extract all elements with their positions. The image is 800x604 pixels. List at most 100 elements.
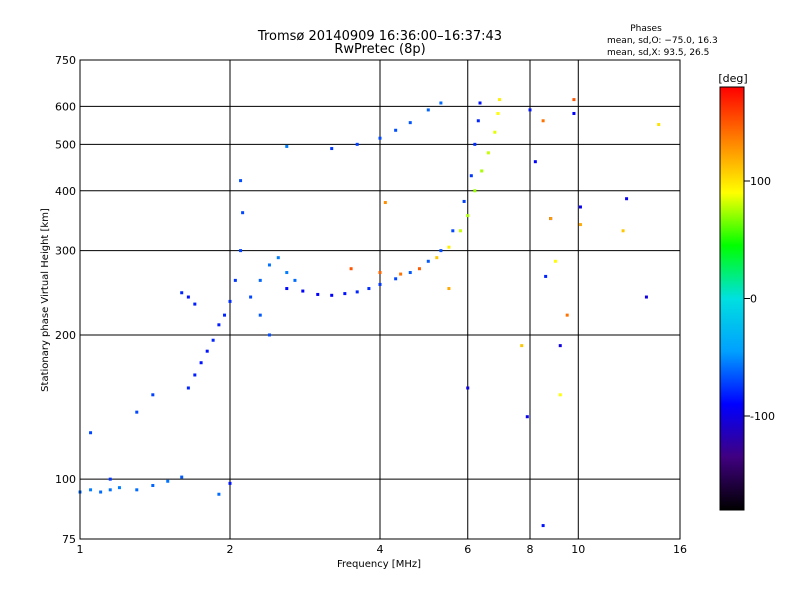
echo-point xyxy=(408,121,412,125)
echo-point xyxy=(228,481,232,485)
echo-point xyxy=(186,295,190,299)
echo-point xyxy=(330,293,334,297)
colorbar-label: [deg] xyxy=(718,72,747,85)
y-tick-label: 300 xyxy=(55,245,76,258)
echo-point xyxy=(439,249,443,253)
echo-point xyxy=(217,492,221,496)
echo-point xyxy=(89,488,93,492)
echo-point xyxy=(541,524,545,528)
echo-point xyxy=(533,160,537,164)
x-tick-label: 6 xyxy=(464,543,471,556)
echo-point xyxy=(343,292,347,296)
echo-point xyxy=(241,211,245,215)
echo-point xyxy=(285,271,289,275)
chart-subtitle: RwPretec (8p) xyxy=(334,42,425,57)
echo-point xyxy=(578,205,582,209)
chart-title: Tromsø 20140909 16:36:00–16:37:43 xyxy=(257,29,502,44)
echo-point xyxy=(486,151,490,155)
echo-point xyxy=(493,130,497,134)
echo-point xyxy=(135,488,139,492)
colorbar-ticks: 100 0 -100 xyxy=(744,175,775,423)
echo-point xyxy=(217,323,221,327)
echo-point xyxy=(99,490,103,494)
echo-point xyxy=(549,217,553,221)
x-ticks: 1 2 4 6 8 10 16 xyxy=(77,543,688,556)
echo-point xyxy=(180,291,184,295)
echo-point xyxy=(541,119,545,123)
echo-point xyxy=(378,136,382,140)
echo-point xyxy=(473,189,477,193)
y-ticks: 75 100 200 300 400 500 600 750 xyxy=(55,54,76,546)
colorbar-tick-label: -100 xyxy=(750,410,775,423)
echo-point xyxy=(525,415,529,419)
echo-point xyxy=(558,344,562,348)
echo-point xyxy=(378,282,382,286)
echo-point xyxy=(223,313,227,317)
x-tick-label: 16 xyxy=(673,543,687,556)
echo-point xyxy=(625,197,629,201)
echo-point xyxy=(199,361,203,365)
y-tick-label: 400 xyxy=(55,185,76,198)
echo-point xyxy=(466,214,470,218)
echo-point xyxy=(258,278,262,282)
echo-point xyxy=(558,393,562,397)
echo-point xyxy=(233,278,237,282)
echo-point xyxy=(451,229,455,233)
y-tick-label: 750 xyxy=(55,54,76,67)
x-tick-label: 10 xyxy=(571,543,585,556)
echo-point xyxy=(151,483,155,487)
echo-points xyxy=(78,98,661,528)
stats-header: Phases xyxy=(630,24,662,34)
y-tick-label: 500 xyxy=(55,138,76,151)
echo-point xyxy=(435,256,439,260)
x-tick-label: 1 xyxy=(77,543,84,556)
echo-point xyxy=(473,142,477,146)
echo-point xyxy=(193,373,197,377)
y-tick-label: 75 xyxy=(62,533,76,546)
x-tick-label: 8 xyxy=(527,543,534,556)
echo-point xyxy=(117,486,121,490)
echo-point xyxy=(193,302,197,306)
y-axis-label: Stationary phase Virtual Height [km] xyxy=(40,208,51,392)
echo-point xyxy=(355,142,359,146)
echo-point xyxy=(285,287,289,291)
echo-point xyxy=(108,488,112,492)
echo-point xyxy=(355,290,359,294)
y-tick-label: 200 xyxy=(55,329,76,342)
echo-point xyxy=(285,144,289,148)
echo-point xyxy=(180,475,184,479)
echo-point xyxy=(239,249,243,253)
echo-point xyxy=(316,292,320,296)
echo-point xyxy=(349,267,353,271)
y-tick-label: 600 xyxy=(55,100,76,113)
echo-point xyxy=(644,295,648,299)
echo-point xyxy=(166,479,170,483)
echo-point xyxy=(572,98,576,102)
echo-point xyxy=(565,313,569,317)
echo-point xyxy=(528,108,532,112)
echo-point xyxy=(267,263,271,267)
echo-point xyxy=(476,119,480,123)
echo-point xyxy=(657,123,661,127)
echo-point xyxy=(496,111,500,115)
x-axis-label: Frequency [MHz] xyxy=(337,559,421,570)
echo-point xyxy=(205,349,209,353)
echo-point xyxy=(553,259,557,263)
x-tick-label: 4 xyxy=(377,543,384,556)
echo-point xyxy=(108,477,112,481)
colorbar-tick-label: 100 xyxy=(750,175,771,188)
echo-point xyxy=(135,410,139,414)
echo-point xyxy=(621,229,625,233)
echo-point xyxy=(544,274,548,278)
colorbar: [deg] 100 0 -100 xyxy=(718,72,775,511)
echo-point xyxy=(520,344,524,348)
echo-point xyxy=(228,299,232,303)
echo-point xyxy=(572,111,576,115)
stats-o-mode: mean, sd,O: −75.0, 16.3 xyxy=(607,36,718,46)
echo-point xyxy=(417,267,421,271)
echo-point xyxy=(383,201,387,205)
y-tick-label: 100 xyxy=(55,473,76,486)
echo-point xyxy=(458,229,462,233)
colorbar-tick-label: 0 xyxy=(750,293,757,306)
